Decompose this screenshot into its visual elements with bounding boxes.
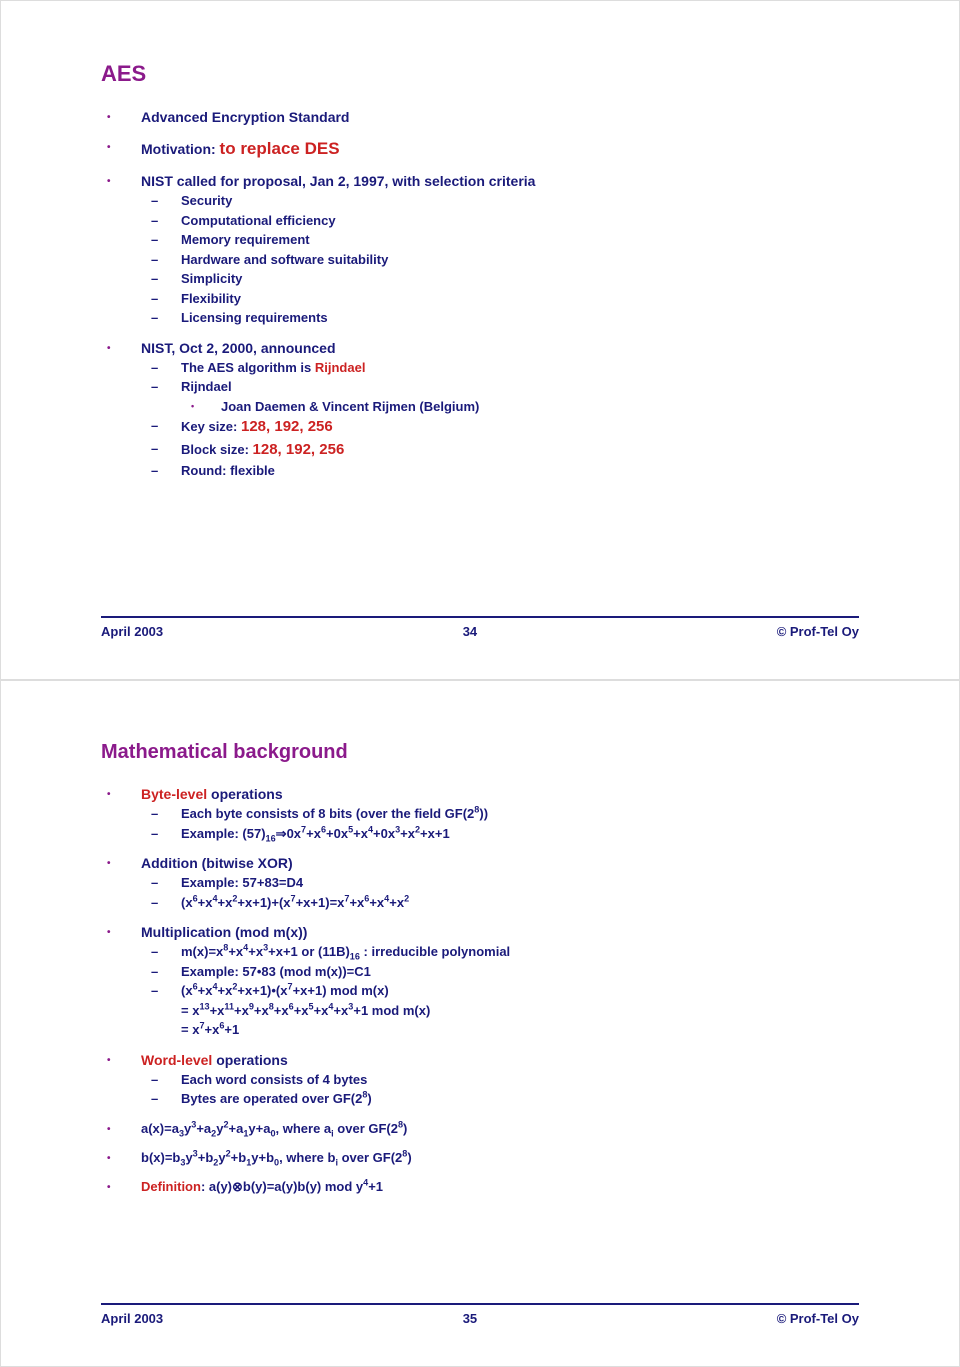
sub-criteria: Memory requirement xyxy=(141,230,859,250)
sub-mult-ex: Example: 57•83 (mod m(x))=C1 xyxy=(141,962,859,982)
bullet-definition: Definition: a(y)⊗b(y)=a(y)b(y) mod y4+1 xyxy=(101,1179,859,1195)
footer-page: 35 xyxy=(463,1311,477,1326)
footer-date: April 2003 xyxy=(101,624,163,639)
blocksize-value: 128, 192, 256 xyxy=(253,441,345,458)
ex57-poly: 0x7+x6+0x5+x4+0x3+x2+x+1 xyxy=(287,826,450,841)
slide-title: AES xyxy=(101,61,859,87)
sub-keysize: Key size: 128, 192, 256 xyxy=(141,416,859,439)
sub-mult-poly3: = x7+x6+1 xyxy=(181,1020,859,1040)
sub-criteria: Computational efficiency xyxy=(141,211,859,231)
bullet-multiplication: Multiplication (mod m(x)) xyxy=(101,924,859,940)
rijndael-name: Rijndael xyxy=(315,360,366,375)
sub-aes-algo: The AES algorithm is Rijndael xyxy=(141,358,859,378)
footer-line xyxy=(101,616,859,618)
wordlevel-red: Word-level xyxy=(141,1052,212,1068)
bytelevel-red: Byte-level xyxy=(141,786,207,802)
sub-criteria: Simplicity xyxy=(141,269,859,289)
keysize-value: 128, 192, 256 xyxy=(241,418,333,435)
slide-title: Mathematical background xyxy=(101,741,859,764)
sub-eachword: Each word consists of 4 bytes xyxy=(141,1070,859,1090)
footer-copyright: © Prof-Tel Oy xyxy=(777,624,859,639)
sub-mult-poly1: (x6+x4+x2+x+1)•(x7+x+1) mod m(x) xyxy=(141,981,859,1001)
sub-bytesgf: Bytes are operated over GF(28) xyxy=(141,1089,859,1109)
bullet-bx: b(x)=b3y3+b2y2+b1y+b0, where bi over GF(… xyxy=(101,1150,859,1165)
def-red: Definition xyxy=(141,1179,201,1194)
eachbyte-pre: Each byte consists of 8 bits (over the f… xyxy=(181,806,474,821)
slide-footer: April 2003 35 © Prof-Tel Oy xyxy=(101,1303,859,1326)
sub-criteria: Security xyxy=(141,191,859,211)
ex57-sub: 16 xyxy=(266,833,276,843)
sub-criteria: Licensing requirements xyxy=(141,308,859,328)
slide-aes: AES Advanced Encryption Standard Motivat… xyxy=(0,0,960,680)
sub-blocksize: Block size: 128, 192, 256 xyxy=(141,439,859,462)
sub-mx: m(x)=x8+x4+x3+x+1 or (11B)16 : irreducib… xyxy=(141,942,859,962)
sub-authors: Joan Daemen & Vincent Rijmen (Belgium) xyxy=(181,397,859,417)
bullet-addition: Addition (bitwise XOR) xyxy=(101,855,859,871)
footer-copyright: © Prof-Tel Oy xyxy=(777,1311,859,1326)
def-rest: : a(y)⊗b(y)=a(y)b(y) mod y4+1 xyxy=(201,1179,383,1194)
eachbyte-post: )) xyxy=(479,806,488,821)
motivation-value: to replace DES xyxy=(220,139,340,158)
footer-date: April 2003 xyxy=(101,1311,163,1326)
bullet-nist-proposal: NIST called for proposal, Jan 2, 1997, w… xyxy=(101,173,859,189)
bullet-motivation: Motivation: to replace DES xyxy=(101,139,859,159)
sub-mult-poly2: = x13+x11+x9+x8+x6+x5+x4+x3+1 mod m(x) xyxy=(181,1001,859,1021)
footer-page: 34 xyxy=(463,624,477,639)
ex57-arrow: ⇒ xyxy=(276,826,287,841)
blocksize-label: Block size: xyxy=(181,442,253,457)
footer-line xyxy=(101,1303,859,1305)
bullet-nist-announced: NIST, Oct 2, 2000, announced xyxy=(101,340,859,356)
bullet-bytelevel: Byte-level operations xyxy=(101,786,859,802)
sub-criteria: Hardware and software suitability xyxy=(141,250,859,270)
keysize-label: Key size: xyxy=(181,419,241,434)
bytesgf-post: ) xyxy=(367,1091,371,1106)
motivation-label: Motivation: xyxy=(141,141,220,157)
aes-algo-text: The AES algorithm is xyxy=(181,360,315,375)
sub-add-poly: (x6+x4+x2+x+1)+(x7+x+1)=x7+x6+x4+x2 xyxy=(141,893,859,913)
sub-round: Round: flexible xyxy=(141,461,859,481)
sub-criteria: Flexibility xyxy=(141,289,859,309)
wordlevel-rest: operations xyxy=(212,1052,287,1068)
sub-eachbyte: Each byte consists of 8 bits (over the f… xyxy=(141,804,859,824)
sub-add-ex: Example: 57+83=D4 xyxy=(141,873,859,893)
sub-rijndael: Rijndael xyxy=(141,377,859,397)
bytesgf-pre: Bytes are operated over GF(2 xyxy=(181,1091,362,1106)
slide-footer: April 2003 34 © Prof-Tel Oy xyxy=(101,616,859,639)
slide-math-bg: Mathematical background Byte-level opera… xyxy=(0,680,960,1367)
bullet-aes-full: Advanced Encryption Standard xyxy=(101,109,859,125)
ex57-pre: Example: (57) xyxy=(181,826,266,841)
bytelevel-rest: operations xyxy=(207,786,282,802)
sub-example57: Example: (57)16⇒0x7+x6+0x5+x4+0x3+x2+x+1 xyxy=(141,824,859,844)
bullet-ax: a(x)=a3y3+a2y2+a1y+a0, where ai over GF(… xyxy=(101,1121,859,1136)
bullet-wordlevel: Word-level operations xyxy=(101,1052,859,1068)
